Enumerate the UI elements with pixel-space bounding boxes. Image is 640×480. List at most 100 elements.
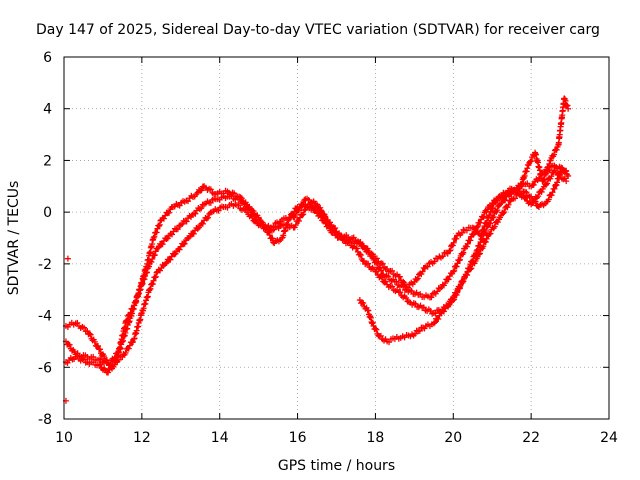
data-point [563, 178, 570, 185]
trace-segment [365, 307, 376, 327]
plot-frame [63, 56, 610, 420]
trace-segment [552, 168, 565, 189]
trace-segment [420, 304, 436, 317]
trace-segment [560, 168, 570, 178]
trace-segment [268, 218, 284, 231]
trace-segment [439, 270, 456, 289]
data-point [477, 232, 484, 239]
trace-segment [393, 333, 404, 342]
trace-segment [424, 321, 435, 330]
trace-segment [74, 350, 89, 361]
trace-segment [397, 289, 413, 305]
trace-segment [417, 291, 431, 301]
y-tick-label: -2 [38, 257, 52, 273]
data-point [497, 201, 503, 208]
trace-segment [385, 267, 401, 279]
x-tick-label: 12 [133, 430, 151, 446]
x-tick-label: 22 [522, 430, 540, 446]
trace-segment [183, 192, 198, 205]
trace-segment [548, 143, 561, 161]
data-point [314, 201, 321, 208]
trace-segment [155, 235, 171, 251]
trace-segment [233, 202, 249, 214]
trace-segment [405, 279, 416, 291]
trace-segment [474, 223, 491, 253]
trace-segment [474, 206, 491, 230]
x-tick-label: 18 [367, 430, 385, 446]
data-point [150, 235, 157, 241]
trace-segment [522, 180, 533, 190]
trace-segment [373, 268, 389, 286]
data-point [64, 255, 71, 262]
y-tick-label: 2 [43, 153, 52, 169]
trace-segment [447, 235, 460, 254]
trace-segment [486, 216, 502, 238]
y-tick-label: -8 [38, 412, 52, 428]
y-tick-label: -6 [38, 360, 52, 376]
data-point [430, 320, 437, 327]
data-point [154, 245, 161, 252]
trace-segment [214, 187, 229, 197]
trace-segment [439, 296, 456, 315]
trace-segment [64, 319, 77, 330]
data-point [146, 286, 153, 293]
trace-segment [186, 224, 202, 240]
trace-segment [291, 197, 308, 220]
trace-segment [357, 299, 370, 312]
trace-segment [436, 249, 451, 261]
trace-segment [291, 207, 308, 231]
trace-segment [280, 213, 295, 223]
trace-segment [327, 219, 343, 238]
y-tick-label: -4 [38, 309, 52, 325]
trace-segment [272, 236, 284, 245]
x-tick-label: 14 [211, 430, 229, 446]
trace-segment [315, 204, 331, 224]
trace-segment [521, 194, 533, 207]
trace-segment [362, 260, 377, 273]
trace-segment [386, 335, 396, 346]
trace-segment [540, 157, 553, 184]
x-tick-label: 20 [444, 430, 462, 446]
trace-segment [405, 287, 420, 298]
trace-segment [409, 300, 424, 311]
grid [64, 57, 609, 419]
trace-segment [135, 267, 149, 298]
data-series [62, 95, 572, 404]
y-tick-label: 6 [43, 50, 52, 66]
trace-segment [222, 200, 237, 211]
trace-segment [119, 318, 133, 344]
trace-segment [245, 211, 261, 227]
y-axis-label: SDTVAR / TECUs [6, 181, 22, 296]
y-tick-label: 4 [43, 102, 52, 118]
chart-title: Day 147 of 2025, Sidereal Day-to-day VTE… [36, 22, 600, 38]
trace-segment [147, 269, 160, 292]
trace-segment [381, 272, 397, 284]
trace-segment [97, 361, 109, 374]
data-point [247, 206, 254, 213]
data-point [559, 165, 566, 172]
trace-segment [463, 258, 479, 279]
trace-segment [517, 161, 532, 190]
trace-segment [97, 355, 113, 369]
trace-segment [377, 332, 389, 344]
trace-segment [463, 224, 474, 234]
trace-segment [64, 341, 78, 355]
y-tick-label: 0 [43, 205, 52, 221]
trace-segment [385, 283, 401, 295]
trace-segment [416, 324, 428, 334]
series-trace-d [356, 165, 572, 346]
trace-segment [510, 190, 525, 202]
x-tick-label: 24 [600, 430, 618, 446]
trace-segment [143, 236, 157, 270]
trace-segment [74, 319, 89, 335]
trace-segment [451, 245, 468, 274]
trace-segment [561, 96, 571, 109]
trace-segment [171, 198, 187, 210]
trace-segment [151, 217, 164, 240]
series-trace-a [62, 162, 570, 368]
data-point [162, 260, 169, 267]
x-tick-label: 16 [289, 430, 307, 446]
trace-segment [540, 169, 557, 190]
